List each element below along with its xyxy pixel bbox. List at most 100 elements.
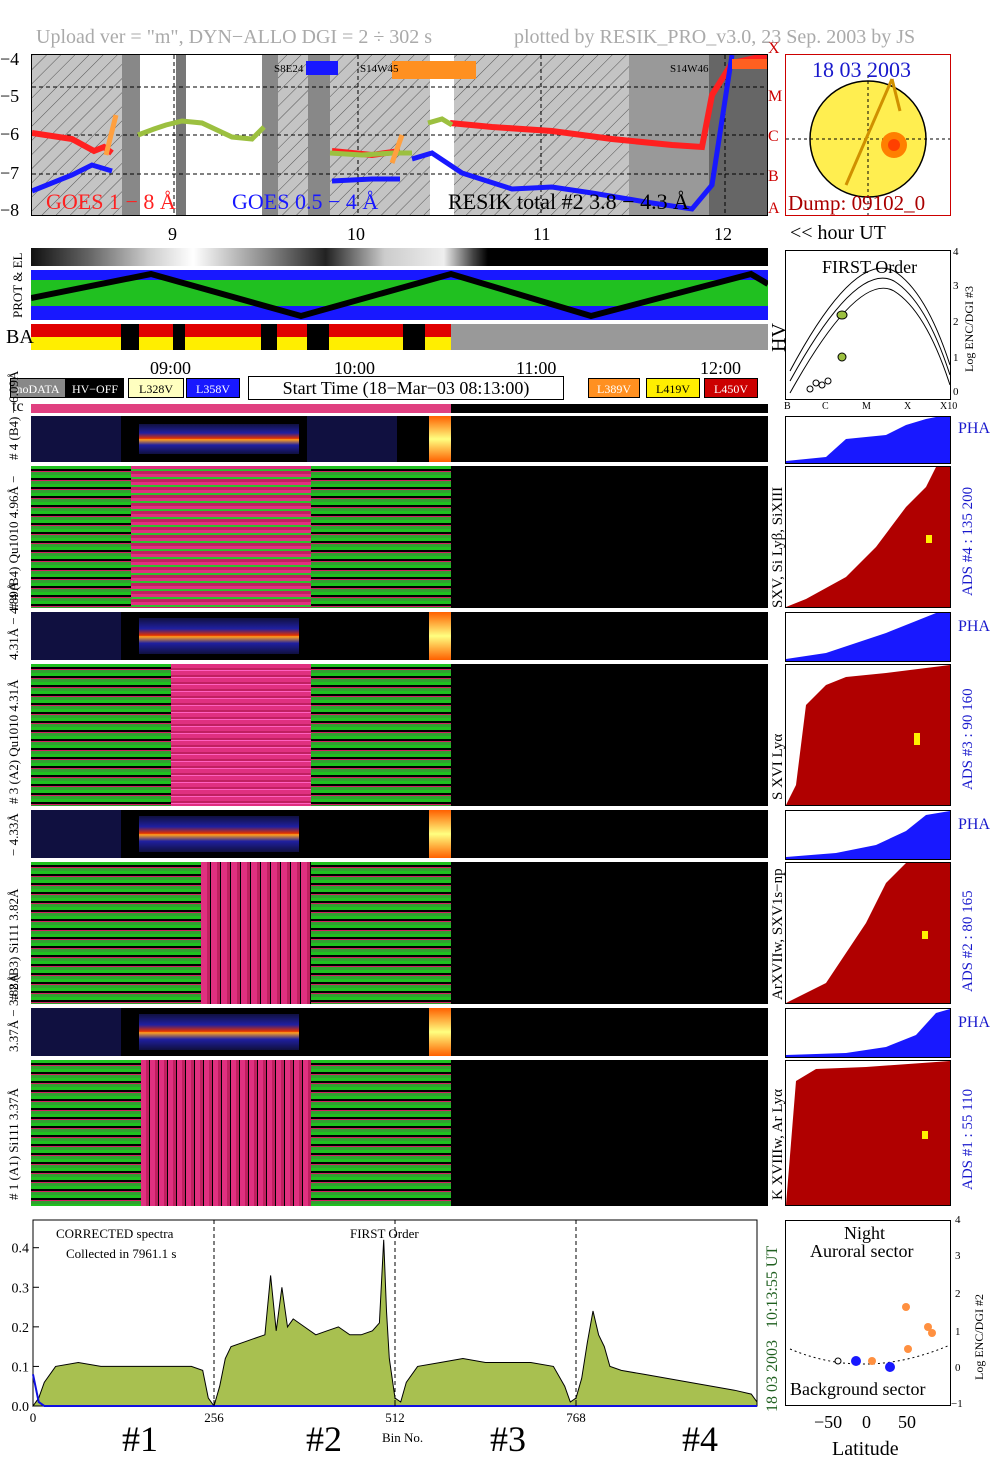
pha-label-ch2: − 4.33Å: [6, 813, 21, 856]
pha-strip-ch3: [31, 612, 768, 660]
goes-class-c: C: [768, 128, 779, 145]
ads-marker: [922, 931, 928, 939]
pha-fill: [139, 424, 299, 454]
proton-electron-strip: [31, 270, 768, 320]
time-tick: 11:00: [516, 358, 557, 378]
ytick-label: 0.3: [12, 1281, 30, 1296]
flare-tag-3: S14W46: [670, 63, 709, 75]
line-label-ch1: K XVIIIw, Ar Lyα: [770, 1088, 786, 1200]
pha-strip-ch1: [31, 1008, 768, 1056]
spec-side-time: 10:13:55 UT: [764, 1245, 781, 1328]
spectro-fill: [141, 1060, 311, 1206]
chip-l328v: L328V: [128, 378, 184, 398]
ba-yellow-band: [31, 337, 451, 350]
data-point: [824, 377, 832, 385]
ba-hv-strip: [31, 324, 768, 350]
active-region-core: [888, 139, 900, 151]
line-label-ch2: ArXVIIw, SXV1s−np: [770, 868, 786, 1000]
ads-fill: [786, 467, 950, 607]
sample-point: [851, 1356, 861, 1366]
ba-gap: [403, 324, 425, 350]
spectrum-chart: 0.0 0.1 0.2 0.3 0.4 0 256 512 768: [12, 1219, 758, 1424]
ads-label-ch2: ADS #2 : 80 165: [960, 890, 976, 992]
chip-l450v: L450V: [704, 378, 758, 398]
ads-profile-svg: [786, 863, 950, 1003]
pha-fill: [31, 416, 121, 462]
pha-profile-ch4: [785, 416, 951, 464]
pha-fill: [429, 416, 451, 462]
first-order-title: FIRST Order: [822, 257, 918, 277]
line-label-ch4: SXV, Si Lyβ, SiXIII: [770, 486, 786, 608]
goes-lightcurve-svg: [32, 55, 767, 215]
sample-point: [904, 1345, 912, 1353]
ads-fill: [786, 863, 950, 1003]
start-time-box: Start Time (18−Mar−03 08:13:00): [248, 376, 564, 400]
legend-goes-18: GOES 1 − 8 Å: [46, 189, 176, 214]
pha-tag-ch4: PHA: [958, 420, 991, 437]
pha-fill: [429, 810, 451, 858]
hour-tick: 10: [347, 224, 365, 244]
pha-label-ch1: 3.37Å − 3.88Å: [6, 973, 21, 1052]
lat-ytick: −1: [951, 1398, 963, 1410]
ba-gap: [307, 324, 329, 350]
pha-profile-svg: [786, 1009, 950, 1057]
fo-ylabel: Log ENC/DGI #3: [962, 286, 976, 372]
sun-position-panel: 18 03 2003 Dump: 09102_0: [785, 54, 951, 216]
pha-strip-ch2: [31, 810, 768, 858]
pha-tag-ch2: PHA: [958, 816, 991, 833]
ads-label-ch3: ADS #3 : 90 160: [960, 688, 976, 790]
goes-gridlines: [32, 55, 767, 215]
legend-goes-054: GOES 0.5 − 4 Å: [232, 189, 379, 214]
spec-xlabel: Bin No.: [382, 1430, 424, 1445]
resik-curve: [427, 116, 454, 128]
pha-profile-ch3: [785, 612, 951, 662]
lat-ylabel: Log ENC/DGI #2: [972, 1294, 986, 1380]
first-order-svg: [789, 267, 951, 394]
ads-profile-svg: [786, 665, 950, 805]
pha-fill: [139, 816, 299, 852]
ads-profile-ch2: [785, 862, 951, 1004]
tc-bar: [31, 404, 768, 413]
ads-fill: [786, 1061, 950, 1205]
fo-xtick: X10: [940, 401, 958, 412]
envelope-curve: [789, 267, 951, 372]
lat-ytick: 1: [955, 1326, 961, 1338]
data-point: [836, 310, 848, 320]
header-upload-info: Upload ver = "m", DYN−ALLO DGI = 2 ÷ 302…: [36, 26, 433, 48]
spectrogram-ch2: [31, 862, 768, 1004]
data-point: [837, 352, 847, 362]
spec-label-ch1: # 1 (A1) Si111 3.37Å: [6, 1087, 21, 1200]
sample-point: [924, 1323, 932, 1331]
hour-tick: 9: [168, 224, 177, 244]
pha-fill: [307, 416, 397, 462]
proton-electron-svg: [31, 270, 768, 320]
ba-label: BA: [6, 326, 34, 348]
lat-ytick: 0: [955, 1362, 961, 1374]
goes-ytick: −5: [0, 86, 20, 106]
pha-tag-ch3: PHA: [958, 618, 991, 635]
pha-fill: [139, 1014, 299, 1050]
pha-fill: [429, 1008, 451, 1056]
ads-profile-ch4: [785, 466, 951, 608]
chip-l358v: L358V: [186, 378, 240, 398]
time-tick: 10:00: [334, 358, 376, 378]
section-label-2: #2: [306, 1419, 342, 1459]
sample-point: [928, 1329, 936, 1337]
spec-label-ch3: # 3 (A2) Qu1010 4.31Å: [6, 679, 21, 804]
ba-red-band: [31, 324, 451, 337]
xtick-label: 512: [385, 1410, 405, 1424]
pha-profile-svg: [786, 613, 950, 661]
sun-dump: Dump: 09102_0: [788, 191, 926, 215]
data-point: [812, 379, 820, 387]
proton-band: [31, 280, 768, 306]
elevation-strip: [31, 248, 768, 266]
pha-fill: [139, 618, 299, 654]
lat-xtick: 0: [862, 1412, 871, 1432]
sun-track-line: [890, 78, 902, 112]
goes-class-a: A: [768, 200, 780, 217]
goes-ytick: −6: [0, 124, 20, 144]
goes-ytick: −7: [0, 163, 20, 183]
latitude-panel: Night Auroral sector Background sector: [785, 1220, 951, 1406]
lat-title-1: Night: [844, 1223, 886, 1243]
goes-lightcurve-panel: S8E24 S14W45 S14W46 GOES 1 − 8 Å GOES 0.…: [31, 54, 768, 216]
